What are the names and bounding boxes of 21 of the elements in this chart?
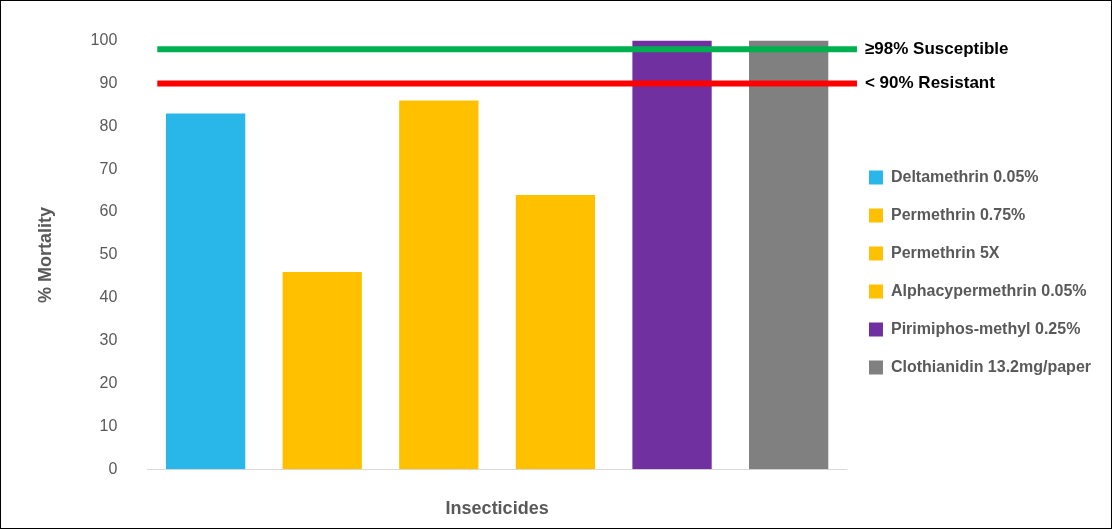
y-tick-label: 70: [99, 159, 118, 177]
legend-label: Deltamethrin 0.05%: [890, 167, 1039, 185]
legend-label: Permethrin 5X: [890, 243, 1000, 261]
y-tick-label: 50: [99, 245, 118, 263]
y-tick-label: 0: [108, 459, 118, 477]
x-axis-title: Insecticides: [445, 498, 549, 519]
legend-label: Clothianidin 13.2mg/paper: [890, 357, 1091, 375]
legend-label: Alphacypermethrin 0.05%: [890, 281, 1087, 299]
y-tick-label: 60: [99, 202, 118, 220]
y-tick-label: 10: [99, 416, 118, 434]
y-tick-label: 80: [99, 116, 118, 134]
y-tick-label: 20: [99, 373, 118, 391]
legend-label: Permethrin 0.75%: [890, 205, 1026, 223]
ref-line-label: < 90% Resistant: [864, 73, 996, 93]
ref-line-label: ≥98% Susceptible: [864, 38, 1009, 58]
legend-label: Pirimiphos-methyl 0.25%: [890, 319, 1081, 337]
y-tick-label: 100: [90, 31, 118, 49]
y-tick-label: 40: [99, 288, 118, 306]
y-axis-title: % Mortality: [34, 206, 55, 303]
y-tick-label: 30: [99, 331, 118, 349]
y-tick-label: 90: [99, 73, 118, 91]
